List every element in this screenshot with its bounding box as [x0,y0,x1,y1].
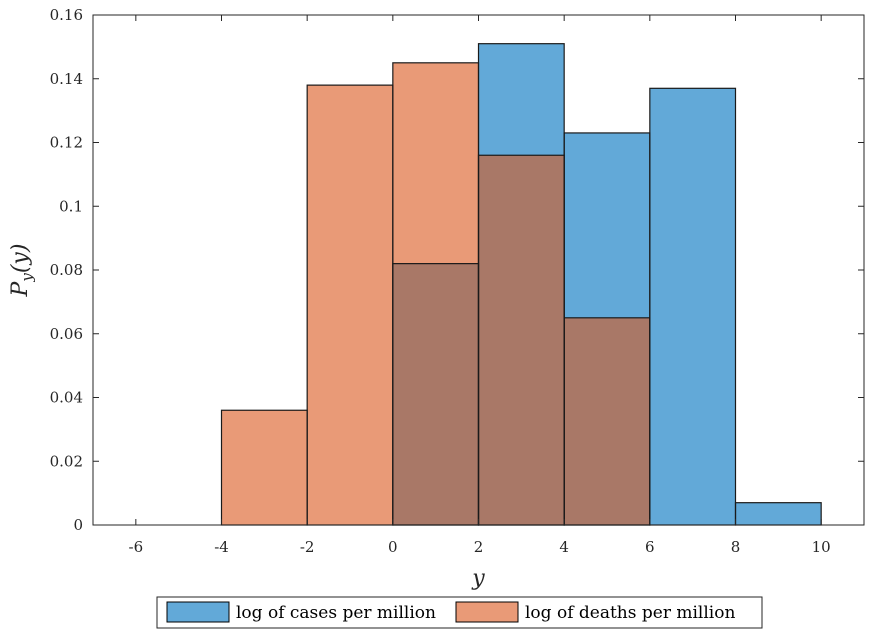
y-axis-label: Py(y) [8,244,36,298]
y-axis-label-main: P [8,280,33,297]
legend-swatch-deaths [455,601,519,623]
y-tick-label: 0.08 [50,261,83,279]
x-axis-label: y [471,566,485,591]
x-tick-label: -6 [129,538,144,556]
y-tick-label: 0.16 [50,6,83,24]
x-tick-label: -2 [300,538,315,556]
ticks-layer: -6 -4 -2 0 2 4 6 8 10 0 0.02 0.04 0.06 0.08 0.1 0.12 0.1… [50,6,864,556]
bars-layer [220,43,822,526]
bar-cases-bin-7 [735,502,822,525]
bar-overlap-bin-3 [392,263,479,525]
x-tick-label: 4 [559,538,569,556]
bar-overlap-bin-5 [564,317,650,525]
x-tick-label: 8 [731,538,741,556]
x-tick-label: -4 [214,538,229,556]
y-axis-label-arg: (y) [8,244,33,274]
y-tick-label: 0.12 [50,134,83,152]
y-tick-label: 0.02 [50,452,83,470]
x-tick-label: 10 [812,538,831,556]
legend-swatch-cases [166,601,230,623]
x-tick-label: 2 [474,538,484,556]
y-tick-label: 0.06 [50,325,83,343]
legend-label-deaths: log of deaths per million [525,603,735,623]
y-tick-label: 0.1 [59,197,83,215]
bar-cases-bin-6 [649,88,736,525]
legend-label-cases: log of cases per million [236,603,436,623]
bar-overlap-bin-4 [478,155,565,525]
bar-cases-bin-4 [478,43,565,156]
y-tick-label: 0 [73,516,83,534]
x-tick-label: 0 [388,538,398,556]
bar-cases-bin-5 [564,132,650,318]
y-tick-label: 0.14 [50,70,83,88]
bar-deaths-bin-3 [392,62,479,264]
bar-deaths-bin-2 [307,85,393,525]
bar-deaths-bin-1 [221,410,308,525]
y-axis-label-sub: y [18,273,36,283]
x-tick-label: 6 [645,538,655,556]
y-tick-label: 0.04 [50,389,83,407]
legend: log of cases per million log of deaths p… [156,596,763,629]
